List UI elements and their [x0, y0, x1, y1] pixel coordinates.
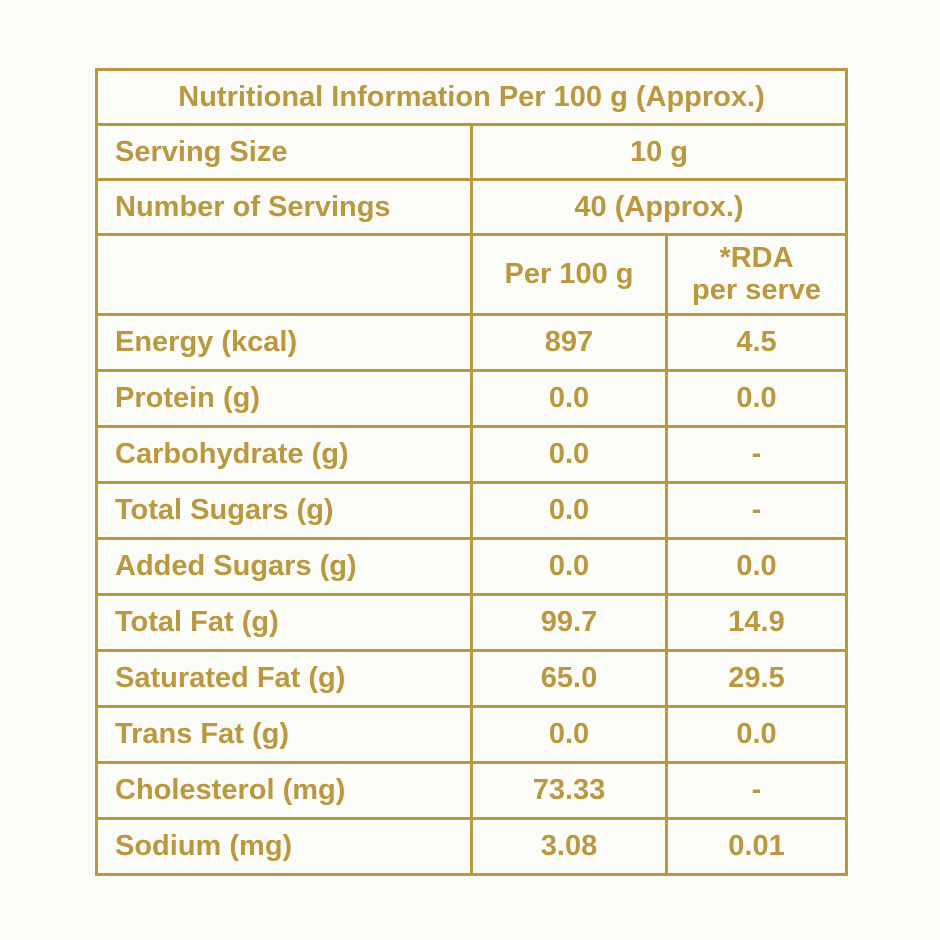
number-of-servings-label: Number of Servings — [95, 178, 473, 236]
rda-value-cell: 29.5 — [665, 649, 848, 708]
nutrient-label-cell: Carbohydrate (g) — [95, 425, 473, 484]
nutrient-row: Sodium (mg) 3.08 0.01 — [95, 817, 848, 876]
per-100g-value-cell: 65.0 — [470, 649, 668, 708]
rda-header-line1: *RDA — [719, 242, 794, 275]
per-100g-value-cell: 0.0 — [470, 425, 668, 484]
nutrient-label-cell: Sodium (mg) — [95, 817, 473, 876]
rda-value-cell: 0.0 — [665, 705, 848, 764]
nutrient-label-cell: Protein (g) — [95, 369, 473, 428]
nutrient-row: Energy (kcal) 897 4.5 — [95, 313, 848, 372]
rda-value-cell: - — [665, 761, 848, 820]
per-100g-value-cell: 99.7 — [470, 593, 668, 652]
empty-header-cell — [95, 233, 473, 316]
nutrient-row: Trans Fat (g) 0.0 0.0 — [95, 705, 848, 764]
rda-value-cell: 0.0 — [665, 537, 848, 596]
nutrient-label-cell: Trans Fat (g) — [95, 705, 473, 764]
nutrient-row: Carbohydrate (g) 0.0 - — [95, 425, 848, 484]
per-100g-value-cell: 0.0 — [470, 705, 668, 764]
nutrient-row: Total Sugars (g) 0.0 - — [95, 481, 848, 540]
rda-value-cell: 4.5 — [665, 313, 848, 372]
nutrient-label-cell: Cholesterol (mg) — [95, 761, 473, 820]
rda-value-cell: - — [665, 481, 848, 540]
per-100g-value-cell: 0.0 — [470, 369, 668, 428]
nutrient-label-cell: Total Fat (g) — [95, 593, 473, 652]
nutrient-label-cell: Saturated Fat (g) — [95, 649, 473, 708]
per-100g-value-cell: 0.0 — [470, 537, 668, 596]
nutrition-table: Nutritional Information Per 100 g (Appro… — [95, 68, 848, 876]
nutrient-row: Cholesterol (mg) 73.33 - — [95, 761, 848, 820]
nutrient-rows: Energy (kcal) 897 4.5 Protein (g) 0.0 0.… — [95, 313, 848, 876]
column-header-row: Per 100 g *RDA per serve — [95, 233, 848, 316]
nutrient-row: Added Sugars (g) 0.0 0.0 — [95, 537, 848, 596]
rda-value-cell: 0.01 — [665, 817, 848, 876]
nutrient-row: Protein (g) 0.0 0.0 — [95, 369, 848, 428]
per-100g-value-cell: 3.08 — [470, 817, 668, 876]
nutrient-row: Total Fat (g) 99.7 14.9 — [95, 593, 848, 652]
per-100g-value-cell: 897 — [470, 313, 668, 372]
number-of-servings-value: 40 (Approx.) — [470, 178, 848, 236]
per-100g-column-header: Per 100 g — [470, 233, 668, 316]
serving-size-value: 10 g — [470, 123, 848, 181]
rda-header-line2: per serve — [692, 273, 821, 306]
nutrient-row: Saturated Fat (g) 65.0 29.5 — [95, 649, 848, 708]
per-100g-value-cell: 73.33 — [470, 761, 668, 820]
title-row: Nutritional Information Per 100 g (Appro… — [95, 68, 848, 126]
rda-column-header: *RDA per serve — [665, 233, 848, 316]
nutrient-label-cell: Energy (kcal) — [95, 313, 473, 372]
rda-value-cell: 14.9 — [665, 593, 848, 652]
number-of-servings-row: Number of Servings 40 (Approx.) — [95, 178, 848, 236]
rda-value-cell: 0.0 — [665, 369, 848, 428]
per-100g-value-cell: 0.0 — [470, 481, 668, 540]
nutrient-label-cell: Added Sugars (g) — [95, 537, 473, 596]
table-title: Nutritional Information Per 100 g (Appro… — [95, 68, 848, 126]
serving-size-row: Serving Size 10 g — [95, 123, 848, 181]
rda-value-cell: - — [665, 425, 848, 484]
nutrient-label-cell: Total Sugars (g) — [95, 481, 473, 540]
serving-size-label: Serving Size — [95, 123, 473, 181]
